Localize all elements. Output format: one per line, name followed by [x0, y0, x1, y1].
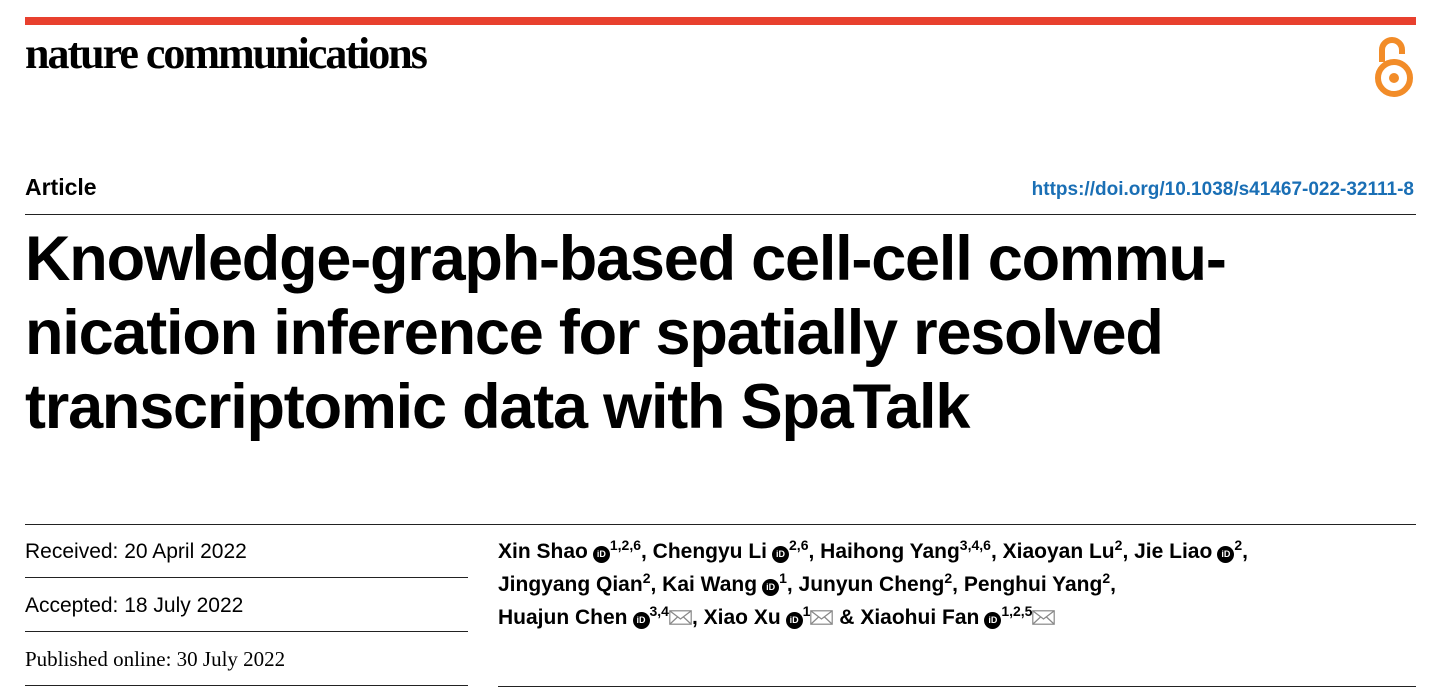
author-name[interactable]: Junyun Cheng [798, 573, 945, 596]
title-line: Knowledge-graph-based cell-cell commu- [25, 224, 1227, 294]
doi-link[interactable]: https://doi.org/10.1038/s41467-022-32111… [1031, 179, 1414, 200]
accepted-date: Accepted: 18 July 2022 [25, 594, 244, 617]
author-affiliation: 3,4 [649, 603, 669, 619]
orcid-icon[interactable]: iD [762, 579, 780, 596]
author: Xiaohui Fan iD1,2,5 [860, 603, 1056, 629]
author-affiliation: 2,6 [789, 537, 809, 553]
author-name[interactable]: Xiaohui Fan [860, 606, 980, 629]
author-separator: , [1122, 540, 1135, 563]
author: Xiao Xu iD1 & [703, 603, 861, 629]
author-affiliation: 3,4,6 [959, 537, 991, 553]
date-divider [25, 631, 468, 632]
author: Junyun Cheng2, [798, 570, 964, 596]
article-type: Article [25, 174, 97, 200]
author: Jingyang Qian2, [498, 570, 663, 596]
author-separator: & [833, 606, 861, 629]
author-divider [498, 686, 1416, 687]
author: Penghui Yang2, [963, 570, 1116, 596]
author-separator: , [641, 540, 653, 563]
orcid-icon[interactable]: iD [785, 612, 803, 629]
orcid-icon[interactable]: iD [632, 612, 650, 629]
author-affiliation: 2 [1114, 537, 1123, 553]
author-line: Jingyang Qian2, Kai Wang iD1, Junyun Chen… [498, 568, 1416, 601]
author-name[interactable]: Huajun Chen [498, 606, 628, 629]
metadata-divider [25, 524, 1416, 525]
author-name[interactable]: Xiaoyan Lu [1002, 540, 1115, 563]
author-separator: , [691, 606, 704, 629]
author-name[interactable]: Haihong Yang [820, 540, 960, 563]
author-name[interactable]: Jingyang Qian [498, 573, 643, 596]
received-date: Received: 20 April 2022 [25, 540, 247, 563]
author: Xiaoyan Lu2, [1002, 537, 1135, 563]
orcid-icon[interactable]: iD [1217, 546, 1235, 563]
article-title: Knowledge-graph-based cell-cell commu- n… [25, 222, 1420, 444]
author: Haihong Yang3,4,6, [820, 537, 1003, 563]
author-affiliation: 1 [802, 603, 811, 619]
author-affiliation: 1,2,6 [609, 537, 641, 553]
author-separator: , [1110, 573, 1116, 596]
author-line: Huajun Chen iD3,4, Xiao Xu iD1 & Xiaohui F… [498, 601, 1416, 634]
published-date: Published online: 30 July 2022 [25, 647, 286, 671]
journal-accent-bar [25, 17, 1416, 25]
author-separator: , [1242, 540, 1248, 563]
author-name[interactable]: Chengyu Li [652, 540, 768, 563]
author-list: Xin Shao iD1,2,6, Chengyu Li iD2,6, Haihon… [498, 535, 1416, 634]
mail-icon[interactable] [1032, 610, 1056, 625]
orcid-icon[interactable]: iD [772, 546, 790, 563]
author: Jie Liao iD2, [1134, 537, 1248, 563]
header-divider [25, 214, 1416, 215]
author: Xin Shao iD1,2,6, [498, 537, 653, 563]
author: Huajun Chen iD3,4, [498, 603, 704, 629]
mail-icon[interactable] [669, 610, 692, 625]
open-access-icon [1375, 37, 1413, 97]
title-line: transcriptomic data with SpaTalk [25, 372, 970, 442]
author-affiliation: 2 [1234, 537, 1243, 553]
author-affiliation: 2 [642, 570, 651, 586]
date-divider [25, 685, 468, 686]
author-separator: , [786, 573, 799, 596]
author: Kai Wang iD1, [662, 570, 799, 596]
author-affiliation: 1,2,5 [1001, 603, 1033, 619]
author: Chengyu Li iD2,6, [652, 537, 821, 563]
author-affiliation: 1 [779, 570, 787, 586]
author-separator: , [650, 573, 663, 596]
author-name[interactable]: Kai Wang [662, 573, 758, 596]
mail-icon[interactable] [810, 610, 834, 625]
author-name[interactable]: Jie Liao [1134, 540, 1213, 563]
date-divider [25, 577, 468, 578]
title-line: nication inference for spatially resolve… [25, 298, 1164, 368]
author-name[interactable]: Xiao Xu [703, 606, 781, 629]
author-separator: , [808, 540, 821, 563]
author-affiliation: 2 [1102, 570, 1111, 586]
author-separator: , [990, 540, 1003, 563]
author-line: Xin Shao iD1,2,6, Chengyu Li iD2,6, Haihon… [498, 535, 1416, 568]
orcid-icon[interactable]: iD [984, 612, 1002, 629]
author-name[interactable]: Xin Shao [498, 540, 588, 563]
author-name[interactable]: Penghui Yang [963, 573, 1103, 596]
journal-name[interactable]: nature communications [25, 29, 428, 78]
author-separator: , [952, 573, 964, 596]
author-affiliation: 2 [944, 570, 953, 586]
orcid-icon[interactable]: iD [592, 546, 610, 563]
